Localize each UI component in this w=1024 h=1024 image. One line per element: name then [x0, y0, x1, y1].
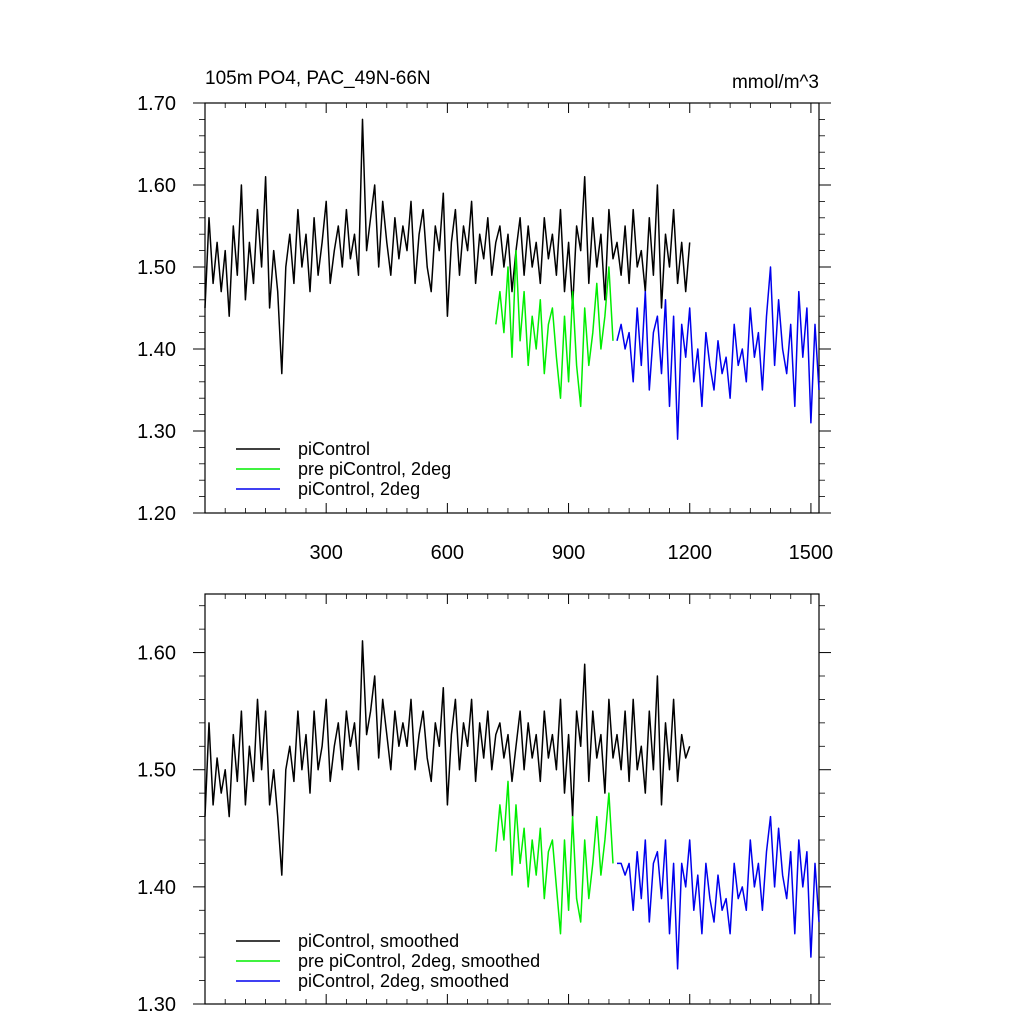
- y-tick-label: 1.30: [137, 994, 176, 1016]
- series-line-0: [204, 640, 691, 876]
- legend-label: piControl: [298, 439, 370, 459]
- top-title-left: 105m PO4, PAC_49N-66N: [205, 68, 431, 89]
- y-tick-label: 1.30: [137, 421, 176, 443]
- bottom-plot-frame: [204, 593, 820, 1005]
- top-series-group: [204, 118, 820, 440]
- y-tick-label: 1.60: [137, 175, 176, 197]
- series-line-1: [495, 249, 614, 408]
- legend-label: piControl, 2deg: [298, 479, 420, 499]
- legend-label: pre piControl, 2deg: [298, 459, 451, 479]
- x-tick-label: 600: [431, 542, 464, 564]
- x-tick-label: 1500: [789, 542, 834, 564]
- y-tick-label: 1.60: [137, 643, 176, 665]
- y-tick-label: 1.40: [137, 339, 176, 361]
- bottom-panel: 1.30 1.40 1.50 1.60 piControl, smoothedpre …: [137, 593, 831, 1016]
- y-tick-label: 1.50: [137, 257, 176, 279]
- legend-label: pre piControl, 2deg, smoothed: [298, 951, 540, 971]
- top-panel: 105m PO4, PAC_49N-66N mmol/m^3 300 600 900…: [137, 68, 833, 564]
- x-tick-label: 900: [552, 542, 585, 564]
- y-tick-label: 1.50: [137, 760, 176, 782]
- series-line-2: [616, 266, 820, 440]
- x-tick-label: 1200: [667, 542, 712, 564]
- bottom-series-group: [204, 640, 820, 970]
- y-tick-label: 1.70: [137, 93, 176, 115]
- x-tick-label: 300: [309, 542, 342, 564]
- bottom-axis-ticks: 1.30 1.40 1.50 1.60: [137, 594, 831, 1016]
- series-line-1: [495, 780, 614, 935]
- legend-label: piControl, 2deg, smoothed: [298, 971, 509, 991]
- series-line-2: [617, 815, 820, 970]
- top-title-units: mmol/m^3: [732, 72, 819, 93]
- series-line-0: [204, 118, 691, 375]
- legend-label: piControl, smoothed: [298, 931, 459, 951]
- y-tick-label: 1.20: [137, 503, 176, 525]
- top-axis-ticks: 300 600 900 1200 1500 1.20 1.30 1.40 1.50 1.60 1.7…: [137, 93, 833, 564]
- y-tick-label: 1.40: [137, 877, 176, 899]
